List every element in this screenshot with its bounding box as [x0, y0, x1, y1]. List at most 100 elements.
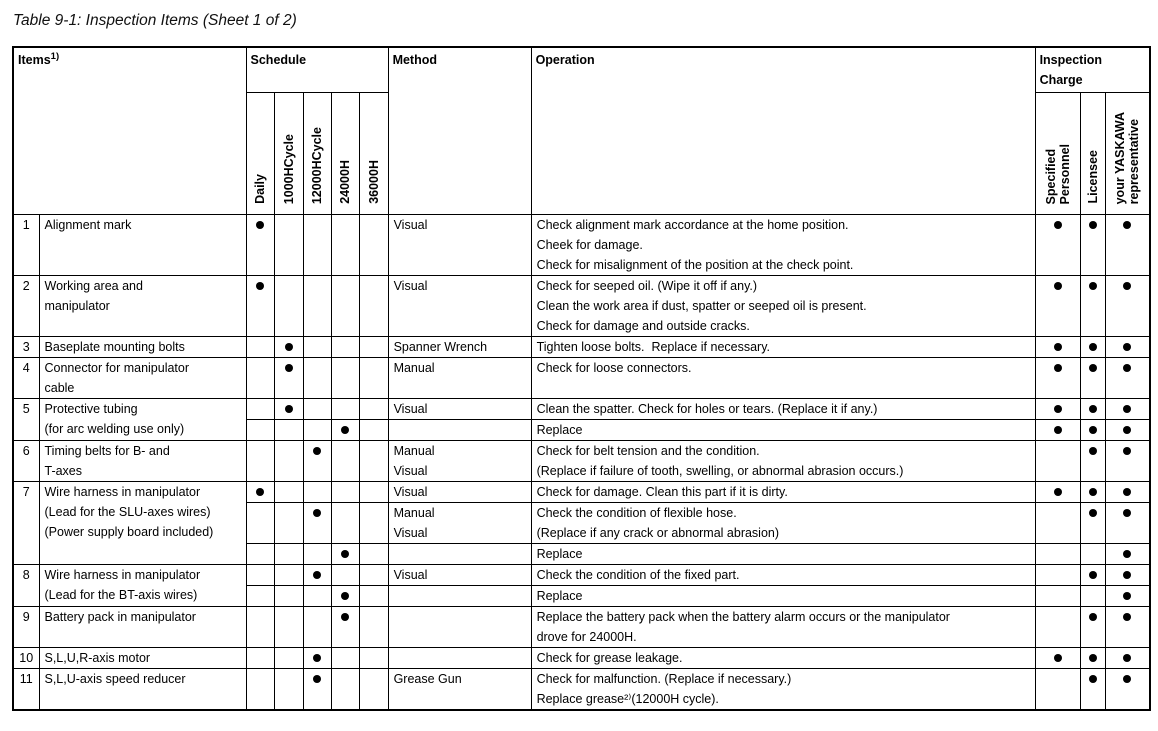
- item-number: 9: [12, 606, 40, 648]
- schedule-cell: [245, 481, 275, 503]
- operation-cell: Tighten loose bolts. Replace if necessar…: [530, 336, 1036, 358]
- schedule-cell: [302, 606, 332, 648]
- schedule-cell: [245, 440, 275, 482]
- schedule-dot: [341, 550, 350, 558]
- charge-cell: [1034, 398, 1081, 420]
- schedule-cell: [302, 336, 332, 358]
- schedule-cell: [273, 419, 304, 441]
- charge-cell: [1034, 357, 1081, 399]
- schedule-cell: [330, 357, 360, 399]
- operation-cell: Clean the spatter. Check for holes or te…: [530, 398, 1036, 420]
- method-cell: Visual: [387, 481, 532, 503]
- schedule-cell: [358, 564, 389, 586]
- charge-cell: [1034, 585, 1081, 607]
- schedule-cell: [273, 336, 304, 358]
- schedule-cell: [273, 606, 304, 648]
- charge-dot: [1053, 654, 1062, 662]
- schedule-dot: [256, 221, 265, 229]
- schedule-cell: [273, 357, 304, 399]
- charge-dot: [1088, 571, 1097, 579]
- schedule-cell: [358, 214, 389, 276]
- schedule-cell: [245, 275, 275, 337]
- charge-dot: [1088, 426, 1097, 434]
- operation-cell: Check for damage. Clean this part if it …: [530, 481, 1036, 503]
- schedule-cell: [302, 668, 332, 711]
- item-name: S,L,U,R-axis motor: [38, 647, 247, 669]
- schedule-cell: [358, 502, 389, 544]
- charge-dot: [1088, 509, 1097, 517]
- method-cell: Visual: [387, 275, 532, 337]
- charge-cell: [1104, 214, 1151, 276]
- schedule-cell: [245, 419, 275, 441]
- schedule-cell: [358, 606, 389, 648]
- charge-cell: [1034, 440, 1081, 482]
- charge-cell: [1079, 585, 1106, 607]
- charge-cell: [1104, 647, 1151, 669]
- schedule-cell: [302, 214, 332, 276]
- schedule-cell: [273, 398, 304, 420]
- charge-dot: [1053, 343, 1062, 351]
- charge-dot: [1123, 550, 1132, 558]
- schedule-cell: [302, 440, 332, 482]
- schedule-cell: [273, 647, 304, 669]
- schedule-dot: [341, 426, 350, 434]
- item-number: 8: [12, 564, 40, 607]
- charge-dot: [1123, 282, 1132, 290]
- schedule-cell: [358, 668, 389, 711]
- schedule-cell: [273, 214, 304, 276]
- schedule-cell: [358, 398, 389, 420]
- header-row-subcolumns: Daily 1000HCycle 12000HCycle 24000H 3600…: [13, 92, 1151, 215]
- charge-dot: [1088, 613, 1097, 621]
- table-row-item-1: 1 Alignment mark Visual Check alignment mar…: [12, 214, 1151, 276]
- schedule-cell: [245, 214, 275, 276]
- header-schedule-24000h: 24000H: [330, 92, 360, 215]
- charge-dot: [1053, 426, 1062, 434]
- operation-cell: Check for malfunction. (Replace if neces…: [530, 668, 1036, 711]
- schedule-dot: [341, 613, 350, 621]
- table-row-item-3: 3 Baseplate mounting bolts Spanner Wrench T…: [12, 336, 1151, 358]
- charge-cell: [1079, 606, 1106, 648]
- item-name: Working area and manipulator: [38, 275, 247, 337]
- charge-cell: [1104, 668, 1151, 711]
- header-schedule-36000h: 36000H: [358, 92, 389, 215]
- charge-col-label: your YASKAWA representative: [1113, 111, 1142, 204]
- operation-cell: Check for loose connectors.: [530, 357, 1036, 399]
- charge-cell: [1079, 398, 1106, 420]
- schedule-cell: [302, 564, 332, 586]
- header-charge-yaskawa-representative: your YASKAWA representative: [1104, 92, 1151, 215]
- charge-dot: [1088, 282, 1097, 290]
- schedule-dot: [256, 488, 265, 496]
- charge-cell: [1034, 647, 1081, 669]
- schedule-cell: [245, 647, 275, 669]
- schedule-col-label: 12000HCycle: [310, 126, 325, 204]
- item-number: 2: [12, 275, 40, 337]
- charge-dot: [1123, 447, 1132, 455]
- item-number: 11: [12, 668, 40, 711]
- items-label: Items: [18, 53, 51, 67]
- schedule-col-label: Daily: [253, 174, 268, 204]
- charge-cell: [1079, 543, 1106, 565]
- schedule-cell: [273, 543, 304, 565]
- schedule-dot: [284, 364, 293, 372]
- item-number: 5: [12, 398, 40, 441]
- schedule-cell: [330, 585, 360, 607]
- charge-cell: [1034, 419, 1081, 441]
- charge-col-label: Specified Personnel: [1043, 143, 1072, 204]
- item-number: 1: [12, 214, 40, 276]
- schedule-cell: [330, 275, 360, 337]
- schedule-dot: [341, 592, 350, 600]
- charge-cell: [1079, 502, 1106, 544]
- method-cell: Manual: [387, 357, 532, 399]
- charge-cell: [1104, 543, 1151, 565]
- charge-dot: [1123, 571, 1132, 579]
- charge-cell: [1104, 275, 1151, 337]
- header-inspection-charge: Inspection Charge: [1034, 46, 1151, 93]
- schedule-cell: [358, 647, 389, 669]
- charge-dot: [1123, 509, 1132, 517]
- charge-cell: [1034, 564, 1081, 586]
- schedule-dot: [256, 282, 265, 290]
- schedule-cell: [245, 668, 275, 711]
- header-items: Items1): [12, 46, 247, 215]
- schedule-cell: [330, 440, 360, 482]
